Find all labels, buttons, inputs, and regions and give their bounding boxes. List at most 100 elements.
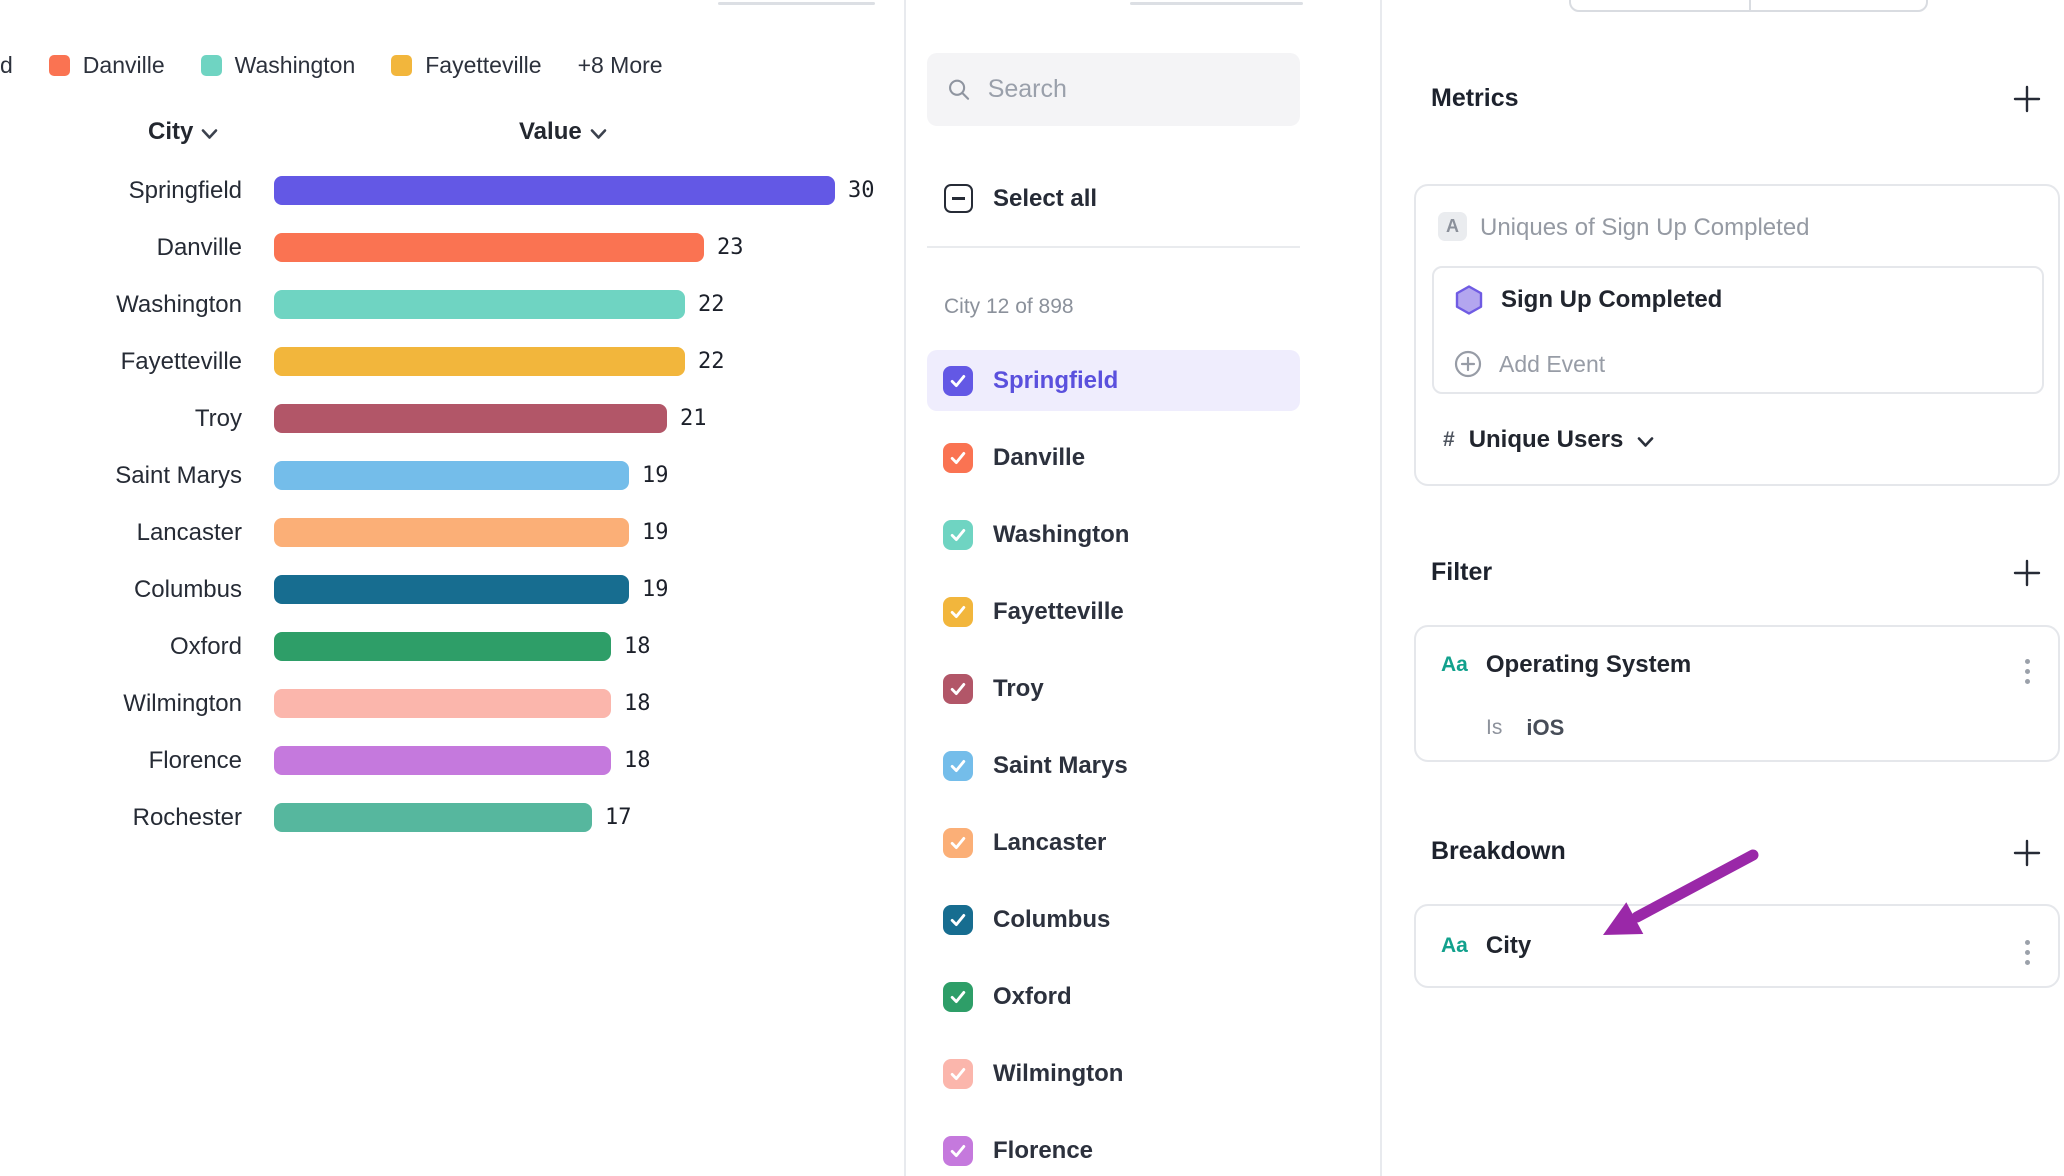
filter-value[interactable]: iOS <box>1526 715 1565 740</box>
checkbox-checked-icon[interactable] <box>943 519 973 550</box>
bar[interactable] <box>274 461 629 490</box>
checkbox-checked-icon[interactable] <box>943 596 973 627</box>
bar[interactable] <box>274 404 667 433</box>
bar-row: Springfield 30 <box>0 162 904 219</box>
add-event-label: Add Event <box>1499 350 1606 377</box>
bar-category-label: Rochester <box>132 803 242 831</box>
bar-row: Columbus 19 <box>0 561 904 618</box>
legend-item[interactable]: Danville <box>48 52 165 79</box>
list-item[interactable]: Saint Marys <box>927 735 1300 796</box>
select-all-label: Select all <box>993 184 1098 212</box>
bar[interactable] <box>274 347 685 376</box>
measure-selector[interactable]: # Unique Users <box>1443 426 1654 454</box>
list-item[interactable]: Springfield <box>927 350 1300 411</box>
bar[interactable] <box>274 290 685 319</box>
add-event-plus-circle-icon <box>1454 350 1482 378</box>
legend-swatch <box>391 55 413 76</box>
kebab-menu-icon[interactable] <box>2019 653 2036 690</box>
bar-row: Wilmington 18 <box>0 675 904 732</box>
bar-value-label: 19 <box>642 520 669 545</box>
checkbox-checked-icon[interactable] <box>943 1135 973 1166</box>
list-divider <box>927 246 1300 248</box>
breakdown-card[interactable]: Aa City <box>1414 904 2060 988</box>
list-item[interactable]: Danville <box>927 427 1300 488</box>
checkbox-checked-icon[interactable] <box>943 365 973 396</box>
city-sort-header[interactable]: City <box>148 116 218 148</box>
list-item-label: Oxford <box>993 982 1072 1010</box>
legend-item[interactable]: Fayetteville <box>391 52 542 79</box>
plus-icon <box>2013 559 2041 587</box>
measure-type-icon: # <box>1443 428 1455 451</box>
add-breakdown-button[interactable] <box>2012 838 2042 868</box>
select-all-checkbox-indeterminate[interactable] <box>944 184 973 213</box>
value-header-label: Value <box>519 118 582 145</box>
panel-divider <box>904 0 906 1176</box>
legend-item[interactable]: +8 More <box>578 52 663 79</box>
list-item[interactable]: Lancaster <box>927 812 1300 873</box>
bar-value-label: 17 <box>605 805 632 830</box>
bar-category-label: Danville <box>156 233 242 261</box>
bar-value-label: 18 <box>624 691 651 716</box>
bar-value-label: 19 <box>642 577 669 602</box>
chevron-down-icon <box>590 128 607 139</box>
breakdown-section-title: Breakdown <box>1431 837 1566 865</box>
filter-card: Aa Operating System Is iOS <box>1414 625 2060 762</box>
bar[interactable] <box>274 575 629 604</box>
add-event-row[interactable]: Add Event <box>1434 332 2042 396</box>
select-all-row[interactable]: Select all <box>944 184 1097 213</box>
chart-legend: d Danville Washington Fayetteville +8 More <box>0 52 663 79</box>
bar[interactable] <box>274 746 611 775</box>
list-item[interactable]: Florence <box>927 1120 1300 1176</box>
list-item[interactable]: Oxford <box>927 966 1300 1027</box>
list-item-label: Wilmington <box>993 1059 1124 1087</box>
bar-value-label: 19 <box>642 463 669 488</box>
city-list: Springfield Danville Washington Fayettevill… <box>927 350 1300 1176</box>
search-input[interactable] <box>987 75 1280 104</box>
legend-label: d <box>0 52 13 78</box>
list-item[interactable]: Troy <box>927 658 1300 719</box>
legend-label: +8 More <box>577 52 663 78</box>
breakdown-property-row[interactable]: Aa City <box>1441 932 1531 960</box>
bar-chart-rows: Springfield 30 Danville 23 Washington 22 Fayet… <box>0 162 904 846</box>
checkbox-checked-icon[interactable] <box>943 673 973 704</box>
bar-category-label: Columbus <box>133 575 242 603</box>
bar[interactable] <box>274 518 629 547</box>
checkbox-checked-icon[interactable] <box>943 981 973 1012</box>
legend-label: Danville <box>82 52 165 78</box>
checkbox-checked-icon[interactable] <box>943 904 973 935</box>
bar[interactable] <box>274 233 704 262</box>
checkbox-checked-icon[interactable] <box>943 750 973 781</box>
search-box[interactable] <box>927 53 1300 126</box>
bar[interactable] <box>274 689 611 718</box>
metric-card: A Uniques of Sign Up Completed Sign Up C… <box>1414 184 2060 486</box>
bar[interactable] <box>274 176 835 205</box>
list-item[interactable]: Wilmington <box>927 1043 1300 1104</box>
list-item[interactable]: Columbus <box>927 889 1300 950</box>
legend-swatch <box>48 55 70 76</box>
kebab-menu-icon[interactable] <box>2019 934 2036 971</box>
metric-letter-badge: A <box>1438 212 1467 241</box>
event-name: Sign Up Completed <box>1501 286 1723 313</box>
plus-icon <box>2013 839 2041 867</box>
top-cutoff-segmented-control <box>1569 0 1928 12</box>
checkbox-checked-icon[interactable] <box>943 827 973 858</box>
list-item[interactable]: Fayetteville <box>927 581 1300 642</box>
bar[interactable] <box>274 803 592 832</box>
event-row[interactable]: Sign Up Completed <box>1434 268 2042 332</box>
legend-item[interactable]: d <box>0 52 13 79</box>
legend-item[interactable]: Washington <box>200 52 355 79</box>
value-sort-header[interactable]: Value <box>519 116 607 148</box>
bar-category-label: Troy <box>194 404 242 432</box>
city-header-label: City <box>148 118 194 145</box>
add-filter-button[interactable] <box>2012 558 2042 588</box>
add-metric-button[interactable] <box>2012 84 2042 114</box>
checkbox-checked-icon[interactable] <box>943 442 973 473</box>
list-item[interactable]: Washington <box>927 504 1300 565</box>
bar[interactable] <box>274 632 611 661</box>
filter-operator[interactable]: Is <box>1486 716 1503 739</box>
chevron-down-icon <box>1638 437 1654 447</box>
checkbox-checked-icon[interactable] <box>943 1058 973 1089</box>
filter-property-row[interactable]: Aa Operating System <box>1441 651 1691 679</box>
search-icon <box>949 79 970 100</box>
